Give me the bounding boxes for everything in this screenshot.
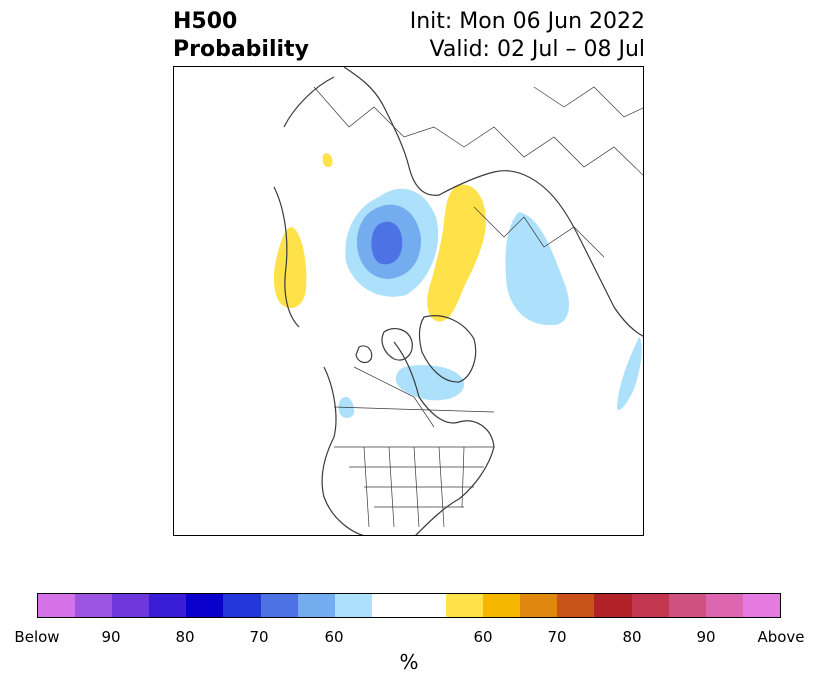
colorbar-tick-label: Above: [757, 628, 805, 646]
colorbar-swatch: [260, 594, 298, 617]
scandinavia-above-60: [427, 184, 486, 322]
anomaly-shading: [273, 153, 642, 419]
greenland-east-above-60: [273, 227, 307, 309]
colorbar-swatch: [631, 594, 669, 617]
title-valid-range: Valid: 02 Jul – 08 Jul: [429, 37, 645, 62]
russia-below-60: [505, 212, 569, 326]
coastlines: [273, 67, 643, 535]
colorbar-swatch: [334, 594, 372, 617]
colorbar-swatch: [223, 594, 261, 617]
colorbar-swatch: [594, 594, 632, 617]
colorbar-tick-label: Below: [14, 628, 60, 646]
alaska-coast: [273, 186, 300, 328]
colorbar-swatch: [149, 594, 187, 617]
colorbar-swatch: [483, 594, 521, 617]
map-canvas: [273, 67, 643, 535]
colorbar-swatch: [371, 594, 447, 617]
polar-map: [173, 66, 644, 536]
title-init-date: Init: Mon 06 Jun 2022: [409, 9, 645, 34]
colorbar-swatch: [668, 594, 706, 617]
colorbar-unit-label: %: [399, 650, 419, 674]
us-borders: [333, 366, 495, 528]
chart-title-left: H500 Probability: [173, 8, 309, 64]
colorbar-swatch: [186, 594, 224, 617]
colorbar-tick-label: 70: [249, 628, 269, 646]
china-above-60: [322, 153, 333, 168]
colorbar-swatch: [520, 594, 558, 617]
title-variable: H500: [173, 9, 238, 34]
colorbar-swatch: [75, 594, 113, 617]
colorbar-tick-label: 70: [547, 628, 567, 646]
colorbar-tick-label: 60: [473, 628, 493, 646]
title-product: Probability: [173, 37, 309, 62]
colorbar-tick-label: 80: [175, 628, 195, 646]
arctic-islands-coast: [355, 328, 413, 364]
colorbar-swatch: [297, 594, 335, 617]
greenland-coast: [418, 315, 477, 383]
colorbar-tick-label: 90: [101, 628, 121, 646]
colorbar-tick-label: 60: [324, 628, 344, 646]
colorbar-tick-label: 80: [622, 628, 642, 646]
hudson-below-60: [395, 365, 465, 401]
pacific-east-below-60: [617, 337, 642, 411]
chart-title-right: Init: Mon 06 Jun 2022 Valid: 02 Jul – 08…: [410, 8, 645, 64]
colorbar: [37, 593, 781, 618]
colorbar-swatch: [446, 594, 484, 617]
colorbar-tick-label: 90: [696, 628, 716, 646]
north-america-coast: [321, 341, 495, 535]
colorbar-swatch: [112, 594, 150, 617]
asia-borders: [313, 86, 643, 258]
colorbar-swatch: [705, 594, 743, 617]
colorbar-swatch: [38, 594, 76, 617]
beaufort-below-80: [371, 221, 403, 265]
colorbar-swatch: [557, 594, 595, 617]
colorbar-swatch: [742, 594, 780, 617]
